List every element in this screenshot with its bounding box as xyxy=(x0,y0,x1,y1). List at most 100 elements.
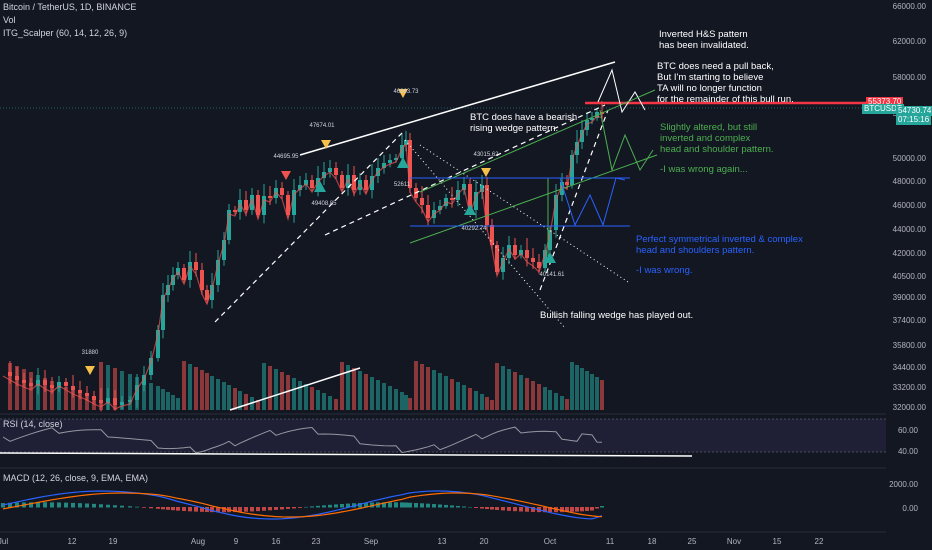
macd-histogram-bar xyxy=(513,507,517,512)
macd-histogram-bar xyxy=(149,507,153,509)
green-projection xyxy=(599,109,654,172)
candle-body xyxy=(304,180,308,185)
macd-histogram-bar xyxy=(548,507,552,513)
macd-histogram-bar xyxy=(519,507,523,512)
candle-body xyxy=(543,250,547,268)
volume-bar xyxy=(161,389,165,410)
buy-marker xyxy=(464,204,476,215)
candle-body xyxy=(565,182,569,185)
volume-bar xyxy=(113,368,117,410)
volume-bar xyxy=(501,366,505,410)
macd-histogram-bar xyxy=(501,507,505,511)
volume-bar xyxy=(128,374,132,410)
volume-bar xyxy=(450,379,454,410)
annotation-invalidated: Inverted H&S pattern has been invalidate… xyxy=(659,29,749,51)
macd-histogram-bar xyxy=(543,507,547,513)
macd-histogram-bar xyxy=(188,507,192,512)
volume-bar xyxy=(370,377,374,410)
macd-histogram-bar xyxy=(570,507,574,512)
candle-body xyxy=(590,118,594,120)
volume-bar xyxy=(156,386,160,410)
macd-histogram-bar xyxy=(128,506,132,508)
macd-histogram-bar xyxy=(171,507,175,511)
volume-bar xyxy=(420,364,424,410)
candle-body xyxy=(250,195,254,210)
point-label: 40141.61 xyxy=(539,272,565,278)
volume-bar xyxy=(310,387,314,410)
volume-bar xyxy=(438,373,442,410)
price-axis-label: 44000.00 xyxy=(893,225,927,234)
time-axis-label: Nov xyxy=(727,537,741,546)
macd-histogram-bar xyxy=(426,503,430,508)
macd-histogram-bar xyxy=(404,502,408,508)
volume-bar xyxy=(404,395,408,410)
time-axis-label: 11 xyxy=(606,537,615,546)
candle-body xyxy=(182,268,186,280)
price-axis-label: 42000.00 xyxy=(893,249,927,258)
candle-body xyxy=(233,210,237,212)
falling-wedge-upper-2 xyxy=(419,144,629,283)
macd-histogram-bar xyxy=(286,507,290,509)
annotation-wrong: -I was wrong. xyxy=(636,265,693,276)
candle-body xyxy=(310,180,314,188)
indicator-line xyxy=(2,115,603,410)
macd-histogram-bar xyxy=(57,502,61,508)
macd-histogram-bar xyxy=(292,507,296,509)
time-axis-label: 12 xyxy=(68,537,77,546)
rsi-trendline xyxy=(0,452,693,457)
time-axis-label: 16 xyxy=(272,537,281,546)
volume-bar xyxy=(408,398,412,410)
candle-body xyxy=(161,295,165,330)
macd-histogram-bar xyxy=(450,505,454,508)
volume-bar xyxy=(474,391,478,410)
volume-bar xyxy=(316,390,320,410)
macd-histogram-bar xyxy=(580,507,584,512)
candle-body xyxy=(71,386,75,390)
time-axis-label: Oct xyxy=(544,537,557,546)
macd-histogram-bar xyxy=(531,507,535,512)
candle-body xyxy=(340,175,344,188)
macd-histogram-bar xyxy=(370,502,374,508)
macd-histogram-bar xyxy=(113,505,117,508)
macd-histogram-bar xyxy=(244,507,248,512)
point-label: 49408.85 xyxy=(311,201,337,207)
macd-histogram-bar xyxy=(1,503,5,508)
time-axis-label: 25 xyxy=(688,537,697,546)
candle-body xyxy=(328,168,332,172)
candle-body xyxy=(194,262,198,270)
buy-marker xyxy=(314,181,326,192)
point-label: 31880 xyxy=(82,350,99,356)
volume-bar xyxy=(364,374,368,410)
macd-histogram-bar xyxy=(92,503,96,508)
candle-body xyxy=(408,140,412,188)
price-axis-label: 35800.00 xyxy=(893,341,927,350)
candle-body xyxy=(200,270,204,290)
volume-bar xyxy=(525,378,529,410)
volume-bar xyxy=(376,380,380,410)
candle-body xyxy=(548,230,552,250)
macd-histogram-bar xyxy=(507,507,511,511)
wedge-lower-dashed xyxy=(214,129,406,323)
candle-body xyxy=(501,258,505,272)
volume-bar xyxy=(554,393,558,410)
annotation-altered: Slightly altered, but still inverted and… xyxy=(660,122,774,155)
macd-histogram-bar xyxy=(490,507,494,510)
sell-marker xyxy=(398,89,408,98)
time-axis-label: 23 xyxy=(312,537,321,546)
price-axis-label: 37400.00 xyxy=(893,316,927,325)
projection-zigzag xyxy=(597,68,646,114)
sell-marker xyxy=(281,171,291,180)
volume-bar xyxy=(414,361,418,410)
volume-bar xyxy=(531,381,535,410)
macd-histogram-bar xyxy=(334,504,338,508)
candle-body xyxy=(388,160,392,163)
macd-histogram-bar xyxy=(600,505,604,508)
volume-bar xyxy=(194,367,198,410)
candle-body xyxy=(370,176,374,190)
sell-marker xyxy=(85,366,95,375)
candle-body xyxy=(227,210,231,240)
volume-bar xyxy=(286,375,290,410)
macd-histogram-bar xyxy=(210,507,214,513)
macd-histogram-bar xyxy=(310,506,314,508)
